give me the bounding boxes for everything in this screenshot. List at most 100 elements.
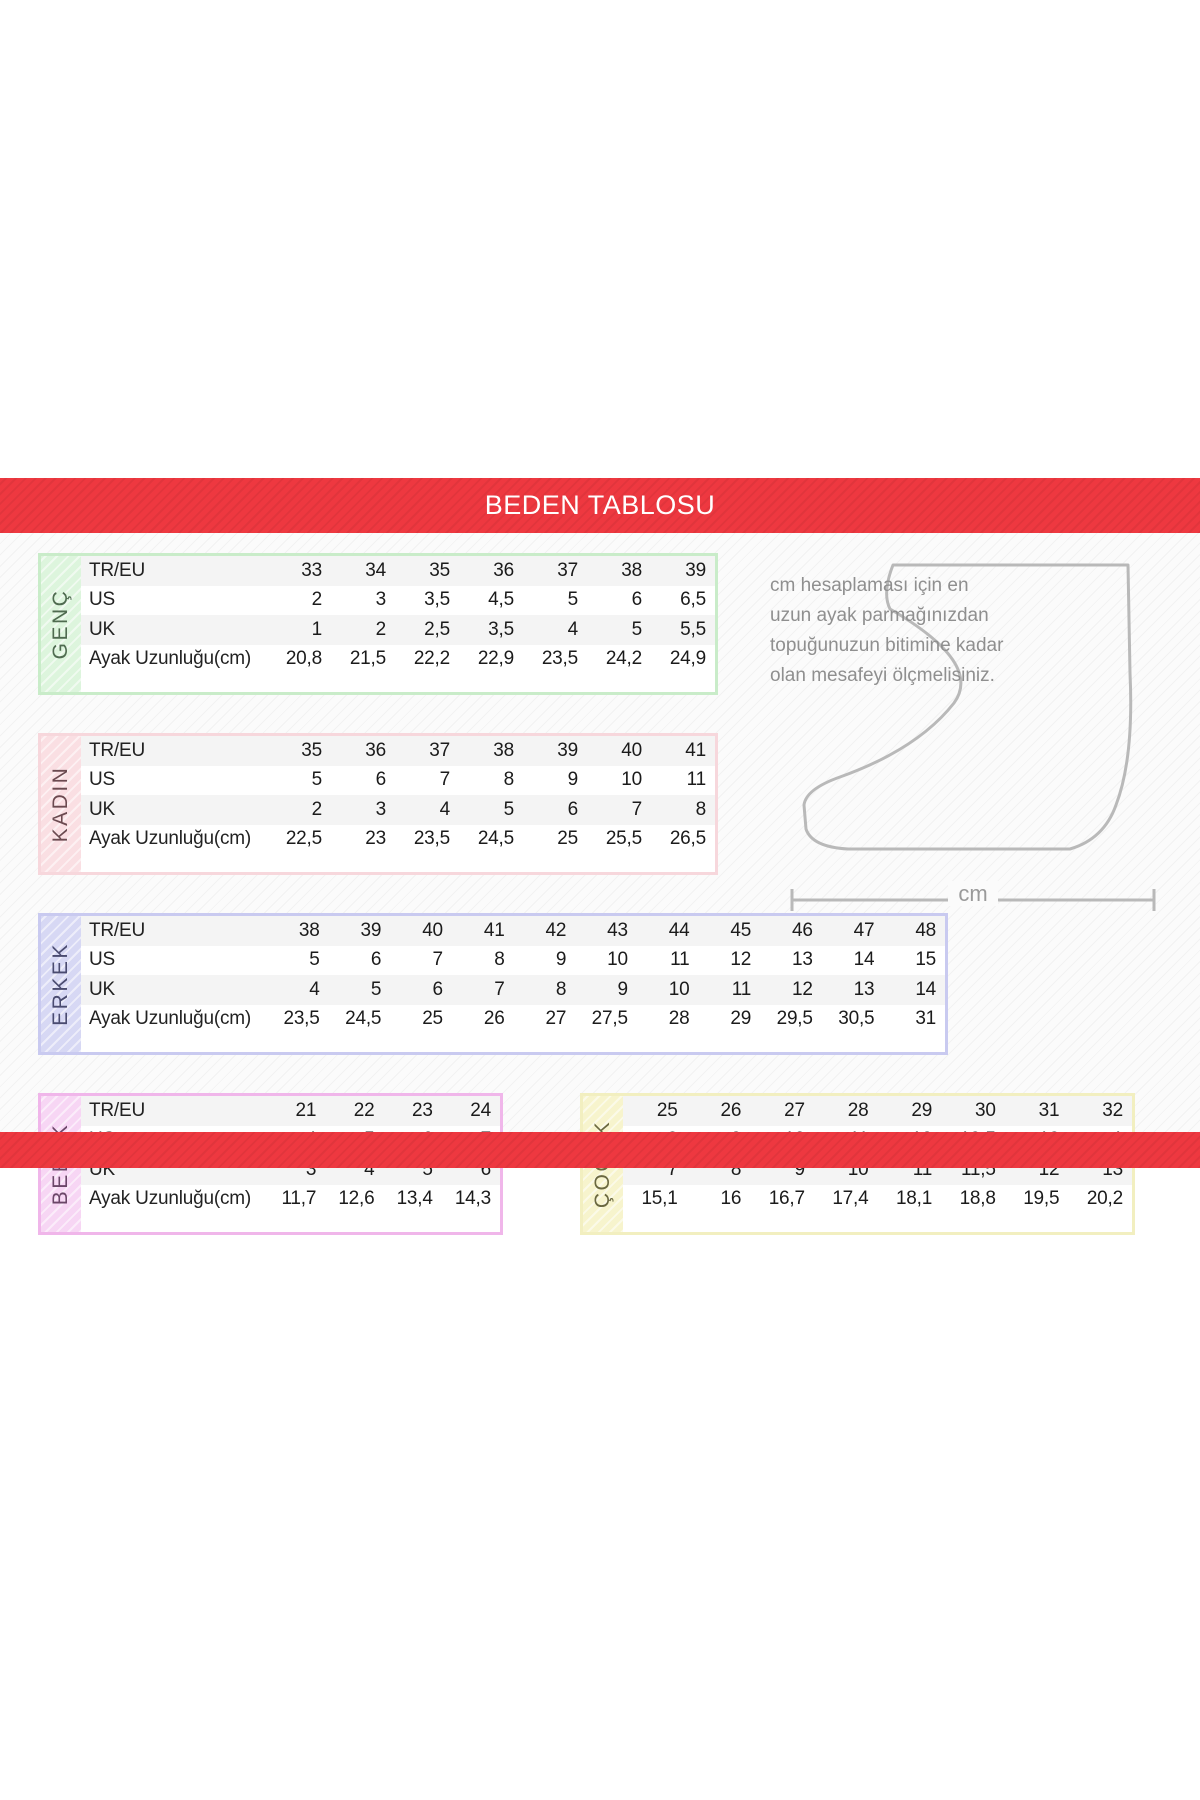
table-cell: 32 [1102,1099,1123,1121]
row-values: 4 5 6 7 8 9 10 11 12 13 14 [267,979,945,1001]
table-cell: 13 [853,978,875,1000]
table-cell: 35 [301,739,322,761]
measurement-instructions: cm hesaplaması için en uzun ayak parmağı… [770,575,1004,686]
size-table-tag-label: KADIN [49,765,72,843]
row-label: Ayak Uzunluğu(cm) [89,1188,252,1210]
header-bar: BEDEN TABLOSU [0,478,1200,533]
table-cell: 11 [686,769,707,791]
footer-bar [0,1132,1200,1168]
table-cell: 3 [375,798,387,820]
table-cell: 30 [975,1099,996,1121]
table-cell: 7 [439,769,451,791]
table-cell: 27 [545,1008,567,1030]
table-cell: 14 [853,949,875,971]
table-cell: 3 [305,1158,317,1180]
table-row: UK 1 2 2,5 3,5 4 5 5,5 [81,615,715,645]
table-cell: 45 [730,919,752,941]
row-values: 11,7 12,6 13,4 14,3 [267,1188,500,1210]
table-cell: 42 [545,919,567,941]
table-cell: 11,7 [281,1188,317,1210]
table-cell: 19,5 [1023,1188,1060,1210]
table-cell: 23,5 [283,1008,320,1030]
table-row: UK 4 5 6 7 8 9 10 11 12 13 14 [81,975,945,1005]
table-cell: 24,9 [669,648,706,670]
table-cell: 6,5 [680,589,706,611]
table-cell: 17,4 [832,1188,869,1210]
table-cell: 5 [567,589,579,611]
row-label: TR/EU [89,739,146,761]
row-label: UK [89,618,115,640]
size-table-tag-erkek: ERKEK [41,916,81,1052]
table-cell: 22,9 [477,648,514,670]
table-cell: 5 [631,618,643,640]
table-cell: 37 [429,739,450,761]
table-cell: 2 [311,798,323,820]
table-cell: 27,5 [591,1008,628,1030]
table-cell: 14 [915,978,937,1000]
table-row: Ayak Uzunluğu(cm) 22,5 23 23,5 24,5 25 25,5 26,… [81,824,715,854]
page-title: BEDEN TABLOSU [484,490,716,520]
table-cell: 10 [668,978,690,1000]
row-label: UK [89,798,115,820]
table-cell: 23,5 [541,648,578,670]
table-cell: 4,5 [488,589,514,611]
table-cell: 29,5 [776,1008,813,1030]
table-cell: 8 [730,1158,742,1180]
row-label: US [89,949,115,971]
table-cell: 36 [365,739,386,761]
cm-ruler-label: cm [788,881,1158,907]
table-cell: 34 [365,559,386,581]
table-cell: 6 [370,949,382,971]
table-cell: 2,5 [424,618,450,640]
table-cell: 3 [375,589,387,611]
size-table-body-kadin: TR/EU 35 36 37 38 39 40 41 US 5 6 7 8 9 10 11 UK 2 3 4 5 6 7 8 A… [81,736,715,872]
row-values: 1 2 2,5 3,5 4 5 5,5 [267,619,715,641]
table-cell: 33 [301,559,322,581]
table-cell: 15,1 [641,1188,678,1210]
table-cell: 22,2 [413,648,450,670]
table-cell: 40 [422,919,443,941]
table-cell: 20,2 [1086,1188,1123,1210]
table-row: US 5 6 7 8 9 10 11 [81,765,715,795]
size-table-tag-label: ERKEK [49,942,72,1026]
table-cell: 18,8 [959,1188,996,1210]
table-row: US 2 3 3,5 4,5 5 6 6,5 [81,585,715,615]
table-cell: 5 [503,798,515,820]
table-cell: 9 [617,978,628,1000]
row-values: 5 6 7 8 9 10 11 12 13 14 15 [267,949,945,971]
row-label: UK [89,978,115,1000]
table-cell: 18,1 [895,1188,933,1210]
row-values: 20,8 21,5 22,2 22,9 23,5 24,2 24,9 [267,648,715,670]
table-cell: 16,7 [768,1188,805,1210]
table-cell: 28 [668,1008,690,1030]
row-values: 22,5 23 23,5 24,5 25 25,5 26,5 [267,828,715,850]
table-cell: 25 [557,828,578,850]
table-cell: 7 [667,1158,678,1180]
row-values: 2 3 4 5 6 7 8 [267,799,715,821]
row-label: TR/EU [89,559,146,581]
table-row: TR/EU 21 22 23 24 [81,1096,500,1126]
table-cell: 11 [670,949,690,971]
row-label: US [89,769,115,791]
row-values: 21 22 23 24 [267,1100,500,1122]
table-cell: 8 [695,798,707,820]
table-cell: 27 [784,1099,805,1121]
row-values: 38 39 40 41 42 43 44 45 46 47 48 [267,920,945,942]
table-row: UK 2 3 4 5 6 7 8 [81,795,715,825]
table-cell: 6 [567,798,579,820]
size-table-body-erkek: TR/EU 38 39 40 41 42 43 44 45 46 47 48 US 5 6 7 8 9 10 11 12… [81,916,945,1052]
table-cell: 10 [607,949,628,971]
table-cell: 8 [555,978,567,1000]
row-label: Ayak Uzunluğu(cm) [89,828,252,850]
table-cell: 25 [656,1099,678,1121]
table-cell: 25 [422,1008,443,1030]
table-cell: 24,2 [605,648,642,670]
table-cell: 2 [311,589,323,611]
table-cell: 43 [607,919,628,941]
table-cell: 36 [493,559,514,581]
table-cell: 3,5 [424,589,450,611]
table-cell: 23 [412,1099,433,1121]
table-cell: 9 [567,769,579,791]
size-chart-graphic: BEDEN TABLOSU GENÇ TR/EU 33 34 35 36 37 38 39 US 2… [0,478,1200,1235]
size-table-kadin: KADIN TR/EU 35 36 37 38 39 40 41 US 5 6 7 8 9 10 11 UK 2 3 4… [38,733,718,875]
